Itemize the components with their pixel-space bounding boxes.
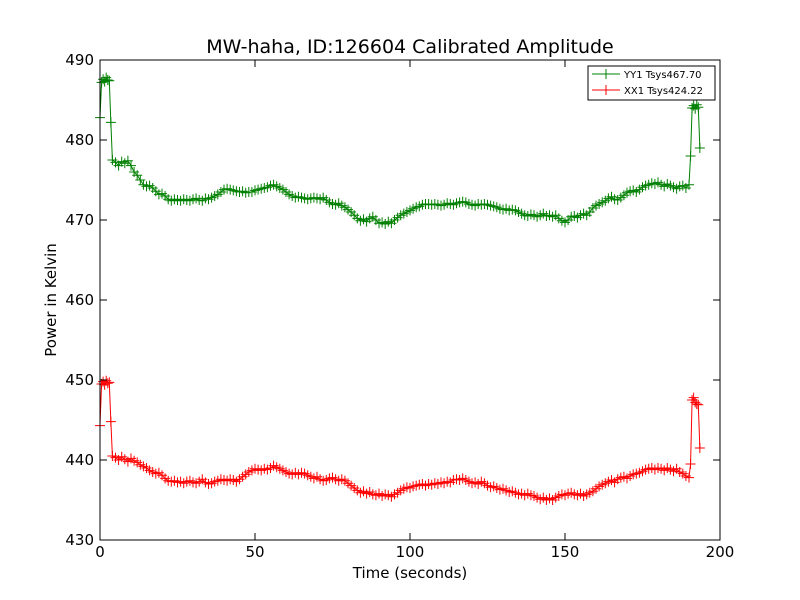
data-point xyxy=(685,459,696,469)
data-point xyxy=(126,160,136,171)
data-point xyxy=(105,117,116,128)
data-point xyxy=(104,377,115,388)
data-point xyxy=(688,392,699,403)
x-axis-label: Time (seconds) xyxy=(352,564,468,582)
data-point xyxy=(102,75,113,85)
legend-marker-xx1 xyxy=(601,85,611,95)
y-axis-label: Power in Kelvin xyxy=(42,243,60,357)
data-point xyxy=(693,399,704,410)
axis-ticks: 0 50 100 150 200 430 440 450 460 470 480 490 xyxy=(65,51,734,561)
data-point xyxy=(691,399,702,409)
legend-label-xx1: XX1 Tsys424.22 xyxy=(624,86,703,97)
x-tick-label: 0 xyxy=(95,543,105,561)
plot-area xyxy=(95,72,705,505)
legend-box xyxy=(587,65,716,101)
data-point xyxy=(104,75,115,86)
y-tick-label: 480 xyxy=(65,131,94,149)
data-point xyxy=(684,179,694,190)
y-tick-label: 430 xyxy=(65,531,94,549)
y-tick-label: 440 xyxy=(65,451,94,469)
chart-title: MW-haha, ID:126604 Calibrated Amplitude xyxy=(206,36,614,58)
legend: YY1 Tsys467.70 XX1 Tsys424.22 xyxy=(587,65,716,101)
y-tick-label: 490 xyxy=(65,51,94,69)
x-tick-label: 100 xyxy=(396,543,425,561)
data-point xyxy=(694,143,705,153)
data-point xyxy=(105,416,116,427)
data-point xyxy=(102,378,113,389)
data-point xyxy=(691,99,702,110)
data-point xyxy=(693,102,704,113)
data-point xyxy=(684,472,694,483)
x-tick-label: 50 xyxy=(245,543,264,561)
legend-marker-yy1 xyxy=(601,69,611,79)
data-point xyxy=(694,443,705,453)
y-tick-label: 460 xyxy=(65,291,94,309)
y-tick-label: 470 xyxy=(65,211,94,229)
series-yy1 xyxy=(95,72,705,229)
x-tick-label: 200 xyxy=(706,543,735,561)
x-tick-label: 150 xyxy=(551,543,580,561)
series-xx1 xyxy=(95,375,705,505)
y-tick-label: 450 xyxy=(65,371,94,389)
legend-label-yy1: YY1 Tsys467.70 xyxy=(623,70,702,81)
data-point xyxy=(685,151,696,161)
plot-frame xyxy=(99,59,721,541)
